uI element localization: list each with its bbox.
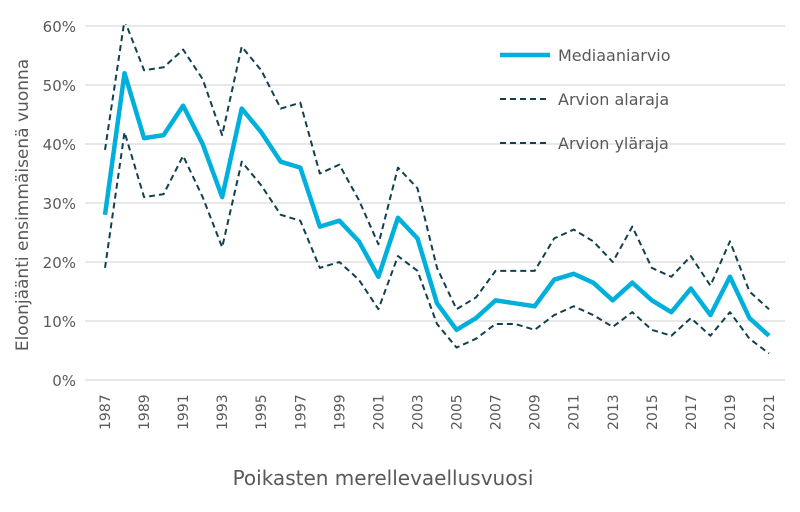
y-tick-label: 20% (43, 254, 76, 272)
x-tick-label: 2013 (606, 394, 622, 430)
series-line-1 (104, 131, 770, 355)
y-tick-label: 50% (43, 77, 76, 95)
x-tick-label: 1999 (332, 394, 348, 430)
x-tick-label: 1993 (215, 394, 231, 430)
y-tick-label: 60% (43, 18, 76, 36)
x-tick-label: 2003 (410, 394, 426, 430)
x-axis-ticks: 1987 1989 1991 1993 1995 1997 1999 2001 2003 2005… (98, 394, 778, 430)
y-axis-label: Eloonjäänti ensimmäisenä vuonna (13, 59, 33, 351)
x-tick-label: 2011 (567, 394, 583, 430)
x-tick-label: 1997 (293, 394, 309, 430)
y-axis-ticks: 0% 10% 20% 30% 40% 50% 60% (43, 18, 76, 390)
x-tick-label: 2007 (489, 394, 505, 430)
legend-label: Arvion alaraja (558, 90, 669, 109)
x-tick-label: 2015 (645, 394, 661, 430)
x-tick-label: 2019 (723, 394, 739, 430)
x-tick-label: 2005 (450, 394, 466, 430)
x-tick-label: 2017 (684, 394, 700, 430)
y-tick-label: 0% (52, 372, 76, 390)
series-lines (102, 24, 771, 355)
x-tick-label: 2001 (371, 394, 387, 430)
legend: Mediaaniarvio Arvion alaraja Arvion yläraj… (500, 46, 671, 153)
x-axis-label: Poikasten merellevaellusvuosi (233, 466, 534, 490)
y-tick-label: 10% (43, 313, 76, 331)
x-tick-label: 1995 (254, 394, 270, 430)
series-line-2 (104, 24, 770, 311)
x-tick-label: 2009 (528, 394, 544, 430)
y-tick-label: 30% (43, 195, 76, 213)
legend-label: Arvion yläraja (558, 134, 669, 153)
x-tick-label: 1989 (137, 394, 153, 430)
x-tick-label: 2021 (762, 394, 778, 430)
x-tick-label: 1991 (176, 394, 192, 430)
legend-label: Mediaaniarvio (558, 46, 671, 65)
y-tick-label: 40% (43, 136, 76, 154)
series-line-0 (102, 70, 771, 338)
x-tick-label: 1987 (98, 394, 114, 430)
